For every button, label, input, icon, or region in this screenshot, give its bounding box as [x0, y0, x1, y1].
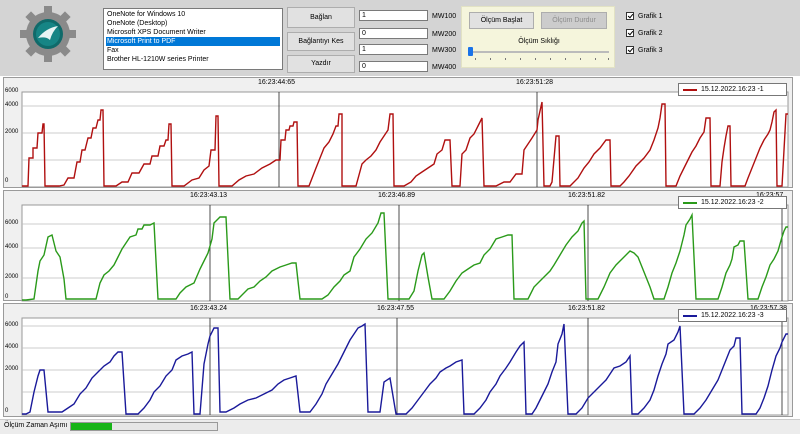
chart-3-ytick: 6000 [5, 322, 19, 328]
chart-3-ytick: 2000 [5, 366, 19, 372]
chart-2-ytick: 4000 [5, 244, 19, 250]
disconnect-button[interactable]: Bağlantıyı Kes [287, 32, 355, 51]
chart-1-timestamp: 16:23:44:65 [258, 79, 295, 86]
chart-1-plot [21, 91, 789, 187]
chart-2-legend: 15.12.2022.16:23 -2 [678, 196, 787, 209]
printer-list[interactable]: OneNote for Windows 10 OneNote (Desktop)… [103, 8, 283, 70]
printer-item[interactable]: OneNote for Windows 10 [107, 11, 186, 18]
status-bar: Ölçüm Zaman Aşımı [0, 419, 800, 434]
chart-2-ytick: 0 [5, 294, 9, 300]
mw200-label: MW200 [432, 31, 457, 38]
chart-2: 16:23:43.13 16:23:46.89 16:23:51.82 16:2… [3, 190, 793, 302]
period-slider-track [472, 51, 609, 53]
chart-3-ytick: 4000 [5, 344, 19, 350]
chart-2-timestamp: 16:23:51.82 [568, 192, 605, 199]
chart-1-ytick: 6000 [5, 88, 19, 94]
chart-3-legend: 15.12.2022.16:23 -3 [678, 309, 787, 322]
chart-3-timestamp: 16:23:43.24 [190, 305, 227, 312]
timeout-progress-fill [71, 423, 112, 430]
legend-swatch [683, 201, 697, 204]
chart-1-timestamp: 16:23:51:28 [516, 79, 553, 86]
chart-2-plot [21, 204, 789, 302]
slider-ticks [475, 58, 609, 60]
checkbox-icon [626, 12, 634, 20]
measurement-period-label: Ölçüm Sıklığı [518, 38, 560, 45]
measurement-panel: Ölçüm Başlat Ölçüm Durdur Ölçüm Sıklığı [461, 6, 615, 68]
toolbar-panel: OneNote for Windows 10 OneNote (Desktop)… [0, 0, 800, 76]
mw400-label: MW400 [432, 64, 457, 71]
graph3-checkbox[interactable]: Grafik 3 [626, 46, 663, 54]
legend-swatch [683, 314, 697, 317]
chart-3-plot [21, 317, 789, 416]
chart-2-timestamp: 16:23:57 [756, 192, 783, 199]
mw400-input[interactable]: 0 [359, 61, 428, 72]
graph1-checkbox[interactable]: Grafik 1 [626, 12, 663, 20]
checkbox-icon [626, 29, 634, 37]
chart-2-timestamp: 16:23:46.89 [378, 192, 415, 199]
chart-3-timestamp: 16:23:47.55 [377, 305, 414, 312]
printer-item[interactable]: Microsoft XPS Document Writer [107, 29, 206, 36]
chart-3-timestamp: 16:23:57.38 [750, 305, 787, 312]
legend-swatch [683, 88, 697, 91]
start-measurement-button[interactable]: Ölçüm Başlat [469, 12, 534, 29]
printer-item-selected[interactable]: Microsoft Print to PDF [106, 37, 280, 46]
print-button[interactable]: Yazdır [287, 55, 355, 73]
printer-item[interactable]: Brother HL-1210W series Printer [107, 56, 209, 63]
mw300-label: MW300 [432, 47, 457, 54]
chart-2-ytick: 2000 [5, 274, 19, 280]
stop-measurement-button[interactable]: Ölçüm Durdur [541, 12, 607, 29]
graph2-checkbox[interactable]: Grafik 2 [626, 29, 663, 37]
chart-3: 16:23:43.24 16:23:47.55 16:23:51.82 16:2… [3, 303, 793, 417]
chart-1: 16:23:44:65 16:23:51:28 0 2000 4000 6000… [3, 77, 793, 188]
chart-3-timestamp: 16:23:51.82 [568, 305, 605, 312]
gear-logo-icon [20, 6, 76, 62]
chart-3-ytick: 0 [5, 408, 9, 414]
timeout-progress-bar [70, 422, 218, 431]
checkbox-icon [626, 46, 634, 54]
connect-button[interactable]: Bağlan [287, 7, 355, 28]
chart-1-ytick: 4000 [5, 102, 19, 108]
mw100-input[interactable]: 1 [359, 10, 428, 21]
printer-item[interactable]: Fax [107, 47, 119, 54]
chart-1-ytick: 2000 [5, 129, 19, 135]
timeout-label: Ölçüm Zaman Aşımı [4, 422, 68, 429]
mw200-input[interactable]: 0 [359, 28, 428, 39]
period-slider-thumb[interactable] [468, 47, 473, 56]
chart-1-ytick: 0 [5, 178, 9, 184]
chart-2-ytick: 6000 [5, 220, 19, 226]
mw300-input[interactable]: 1 [359, 44, 428, 55]
chart-1-legend: 15.12.2022.16:23 -1 [678, 83, 787, 96]
mw100-label: MW100 [432, 13, 457, 20]
chart-2-timestamp: 16:23:43.13 [190, 192, 227, 199]
printer-item[interactable]: OneNote (Desktop) [107, 20, 168, 27]
